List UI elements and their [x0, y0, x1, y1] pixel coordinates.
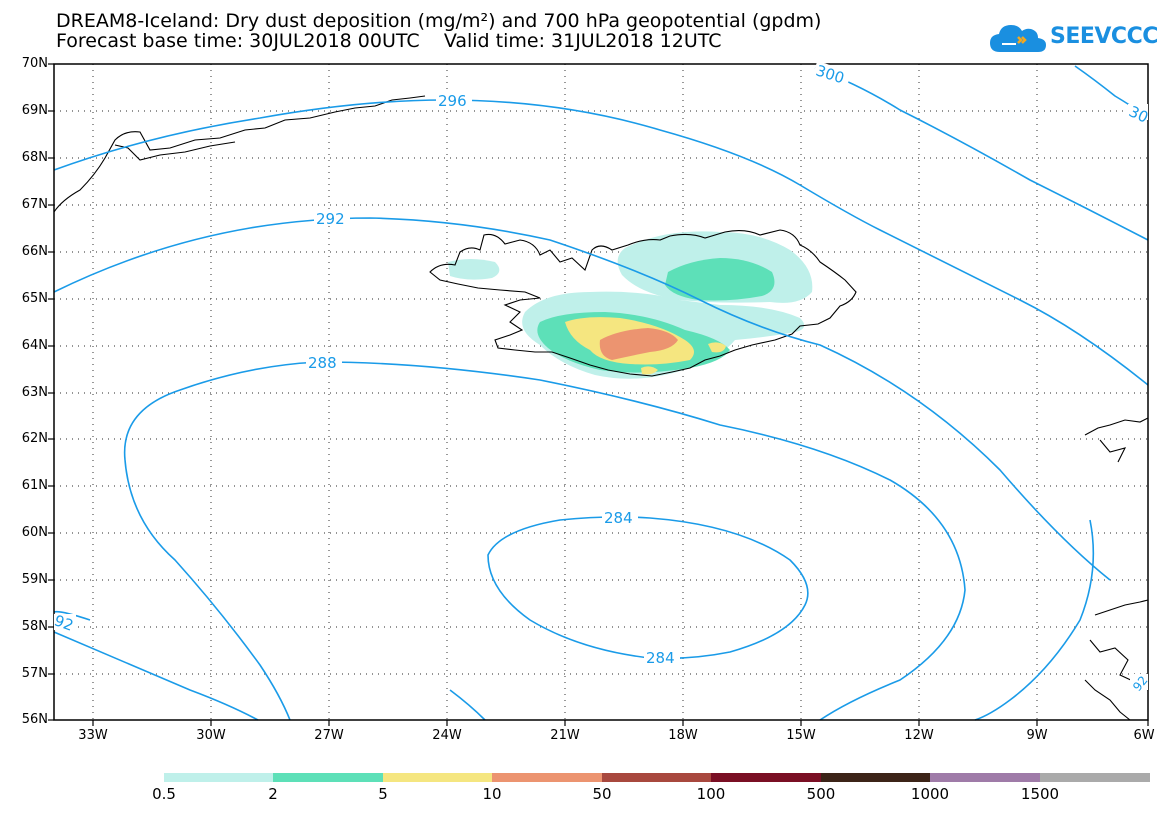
scotland-coast	[1084, 599, 1149, 721]
dust-level-5-spot2	[641, 366, 658, 375]
map-subtitle: Forecast base time: 30JUL2018 00UTC Vali…	[56, 31, 722, 51]
dust-level-2-north	[665, 258, 775, 301]
contour-300	[814, 67, 1149, 241]
dust-level-5-spot	[708, 342, 726, 353]
iceland-coast	[429, 229, 857, 377]
contour-label-288: 288	[308, 354, 337, 372]
lat-label-61n: 61N	[21, 478, 48, 493]
lon-label-33w: 33W	[78, 728, 108, 743]
legend-swatch-0.5	[164, 773, 273, 782]
lat-label-58n: 58N	[21, 619, 48, 634]
contour-288-far	[53, 631, 259, 721]
contour-label-284-bottom: 284	[646, 649, 675, 667]
lat-label-56n: 56N	[21, 712, 48, 727]
contour-292	[53, 217, 1111, 581]
lon-label-18w: 18W	[668, 728, 698, 743]
dust-level-0.5-west	[448, 259, 500, 280]
contour-296	[53, 99, 1149, 386]
legend-swatch-10	[492, 773, 602, 782]
legend-label-50: 50	[592, 785, 612, 803]
contour-284-left	[449, 689, 486, 721]
map-title: DREAM8-Iceland: Dry dust deposition (mg/…	[56, 10, 822, 32]
legend-swatch-500	[821, 773, 930, 782]
lat-label-64n: 64N	[21, 338, 48, 353]
legend-swatch-2	[273, 773, 383, 782]
lon-label-24w: 24W	[432, 728, 462, 743]
contour-label-296: 296	[438, 92, 467, 110]
contour-288	[53, 361, 966, 721]
logo-text: SEEVCCC	[1050, 24, 1158, 49]
legend-label-1500: 1500	[1020, 785, 1060, 803]
graticule	[54, 64, 1148, 720]
greenland-coast	[53, 95, 426, 213]
lat-label-70n: 70N	[21, 56, 48, 71]
legend-label-100: 100	[696, 785, 726, 803]
legend-label-500: 500	[806, 785, 836, 803]
lat-label-67n: 67N	[21, 197, 48, 212]
contour-label-300: 300	[814, 61, 847, 87]
lon-label-12w: 12W	[904, 728, 934, 743]
legend-label-0.5: 0.5	[152, 785, 176, 803]
coastlines	[53, 95, 1149, 721]
tick-marks	[48, 63, 1149, 726]
cloud-icon	[990, 25, 1046, 52]
lat-label-68n: 68N	[21, 150, 48, 165]
legend-label-1000: 1000	[910, 785, 950, 803]
legend-label-5: 5	[378, 785, 388, 803]
lat-label-57n: 57N	[21, 666, 48, 681]
legend-swatch-1000	[930, 773, 1040, 782]
contour-label-284-top: 284	[604, 509, 633, 527]
lat-label-59n: 59N	[21, 572, 48, 587]
faroe-norway-coast	[1084, 417, 1149, 463]
lon-label-9w: 9W	[1026, 728, 1048, 743]
legend-swatch-1500	[1040, 773, 1150, 782]
contour-284	[487, 516, 809, 660]
lon-label-15w: 15W	[786, 728, 816, 743]
contour-292-right	[974, 519, 1095, 721]
legend-swatch-5	[383, 773, 492, 782]
lon-label-6w: 6W	[1133, 728, 1155, 743]
geopotential-contours	[53, 65, 1149, 721]
lat-label-65n: 65N	[21, 291, 48, 306]
lat-label-69n: 69N	[21, 103, 48, 118]
legend-label-2: 2	[268, 785, 278, 803]
legend-label-10: 10	[482, 785, 502, 803]
seevccc-logo: SEEVCCC	[988, 18, 1158, 58]
contour-label-292: 292	[316, 210, 345, 228]
lat-label-66n: 66N	[21, 244, 48, 259]
dust-level-10	[599, 328, 678, 360]
legend-swatch-50	[602, 773, 711, 782]
legend-swatch-100	[711, 773, 821, 782]
greenland-coast-2	[114, 141, 236, 161]
lat-label-60n: 60N	[21, 525, 48, 540]
lon-label-27w: 27W	[314, 728, 344, 743]
valid-time: Valid time: 31JUL2018 12UTC	[443, 30, 722, 52]
lat-label-63n: 63N	[21, 385, 48, 400]
forecast-base-time: Forecast base time: 30JUL2018 00UTC	[56, 30, 420, 52]
lat-label-62n: 62N	[21, 431, 48, 446]
lon-label-30w: 30W	[196, 728, 226, 743]
dust-deposition-field	[448, 231, 813, 379]
lon-label-21w: 21W	[550, 728, 580, 743]
contour-288-left	[124, 459, 291, 721]
contour-label-292-left: 92	[52, 611, 76, 634]
map-frame	[53, 63, 1149, 721]
